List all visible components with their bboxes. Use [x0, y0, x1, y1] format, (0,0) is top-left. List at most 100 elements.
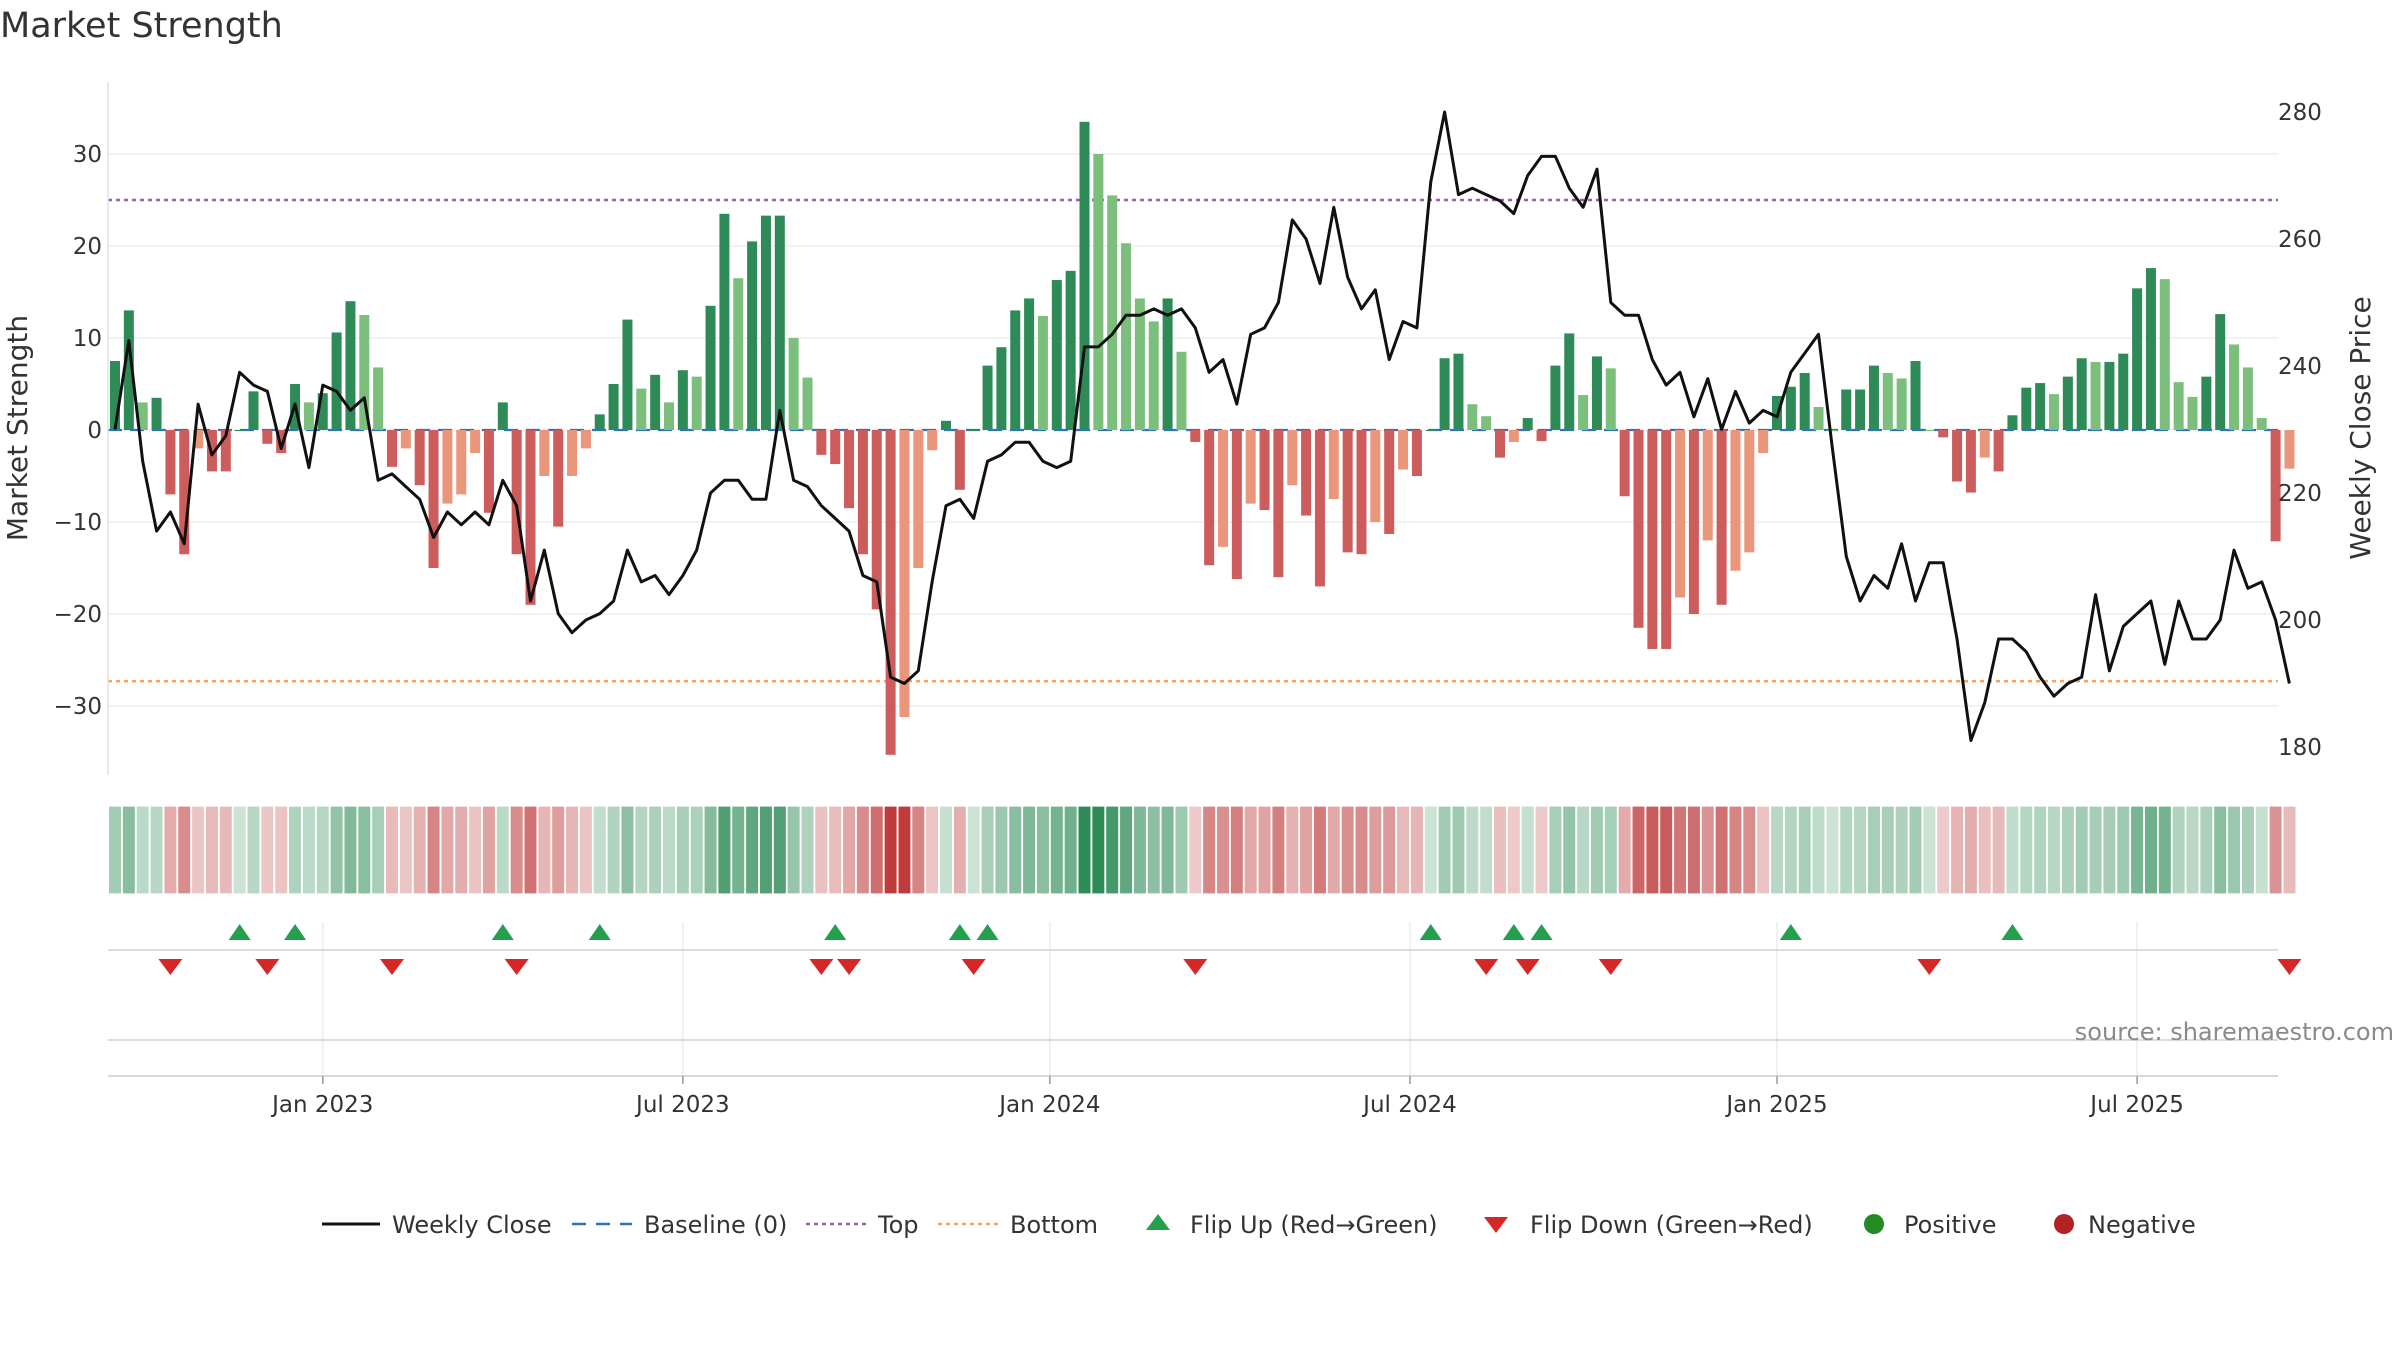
- strength-bar: [1938, 430, 1949, 438]
- heat-cell: [1104, 805, 1120, 895]
- flip-down-marker: [809, 959, 834, 975]
- strength-bar: [303, 402, 314, 430]
- strength-bar: [608, 384, 619, 430]
- heat-cell: [1548, 805, 1563, 895]
- y-right-axis-title: Weekly Close Price: [2344, 296, 2377, 559]
- flip-down-marker: [504, 959, 529, 975]
- strength-bar: [968, 430, 979, 431]
- legend-item: Bottom: [938, 1211, 1098, 1239]
- heat-cell: [1201, 805, 1217, 895]
- strength-bar: [567, 430, 578, 476]
- strength-bar: [1758, 430, 1769, 453]
- y-left-axis-title: Market Strength: [1, 315, 34, 541]
- strength-bar: [1065, 270, 1076, 430]
- heat-cell: [772, 805, 788, 895]
- legend-swatch-positive: [1864, 1214, 1884, 1234]
- strength-bar: [2104, 361, 2115, 430]
- heat-cell: [1091, 805, 1106, 895]
- strength-bar: [2062, 376, 2073, 430]
- strength-bar: [1024, 298, 1035, 430]
- strength-bar: [885, 430, 896, 755]
- strength-bar: [179, 430, 190, 555]
- legend-label: Top: [877, 1211, 919, 1239]
- legend-label: Negative: [2088, 1211, 2196, 1239]
- heat-cell: [1742, 805, 1757, 895]
- strength-bar: [442, 430, 453, 504]
- axes: 30 20 10 0 −10 −20 −30 280 260 240 220 200 180 Market…: [1, 82, 2377, 1118]
- strength-bar: [2242, 367, 2253, 430]
- strength-bar: [927, 430, 938, 451]
- y-right-tick-label: 220: [2278, 481, 2322, 507]
- strength-bar: [844, 430, 855, 509]
- strength-bar: [1661, 430, 1672, 649]
- heat-cell: [1257, 805, 1272, 895]
- strength-bar: [1827, 430, 1838, 431]
- close-price-line: [113, 110, 2291, 743]
- strength-bar: [511, 430, 522, 555]
- heat-cell: [1797, 805, 1812, 895]
- strength-bar: [2021, 387, 2032, 430]
- heat-cell: [107, 805, 123, 895]
- heat-cell: [1645, 805, 1660, 895]
- legend-swatch-flip-down: [1484, 1217, 1508, 1233]
- heat-cell: [1368, 805, 1383, 895]
- heat-cell: [744, 805, 760, 895]
- heat-cell: [897, 805, 912, 895]
- heat-cell: [301, 805, 317, 895]
- flip-up-marker: [228, 924, 251, 940]
- strength-bar: [580, 430, 591, 449]
- strength-bar: [760, 215, 771, 430]
- strength-bar: [1176, 351, 1187, 430]
- strength-bar: [1384, 430, 1395, 534]
- heat-cell: [2074, 805, 2089, 895]
- strength-bar: [525, 430, 536, 605]
- strength-bar: [1314, 430, 1325, 587]
- legend-item: Flip Up (Red→Green): [1146, 1211, 1438, 1239]
- heat-cell: [1935, 805, 1951, 895]
- heat-cell: [1478, 805, 1494, 895]
- heat-cell: [384, 805, 400, 895]
- heat-cell: [1381, 805, 1397, 895]
- strength-bar: [1481, 416, 1492, 430]
- strength-bar: [650, 374, 661, 430]
- chart-title: Market Strength: [0, 6, 283, 46]
- heat-cell: [2005, 805, 2020, 895]
- heat-cell: [1755, 805, 1771, 895]
- heat-cell: [1866, 805, 1882, 895]
- heat-cell: [1395, 805, 1411, 895]
- heat-cell: [1008, 805, 1023, 895]
- flip-down-marker: [1515, 959, 1540, 975]
- heat-cell: [1949, 805, 1965, 895]
- strength-bars: [110, 121, 2295, 755]
- strength-bar: [1952, 430, 1963, 482]
- strength-bar: [1301, 430, 1312, 516]
- heat-cell: [2143, 805, 2159, 895]
- heat-cell: [357, 805, 372, 895]
- strength-bar: [1993, 430, 2004, 472]
- heat-cell: [1991, 805, 2006, 895]
- heat-cell: [481, 805, 497, 895]
- heat-cell: [1562, 805, 1577, 895]
- strength-bar: [1259, 430, 1270, 511]
- strength-bar: [1799, 372, 1810, 430]
- heat-cell: [1686, 805, 1702, 895]
- strength-bar: [1688, 430, 1699, 614]
- strength-bar: [1702, 430, 1713, 541]
- heat-cell: [1423, 805, 1438, 895]
- strength-bar: [1550, 365, 1561, 430]
- heat-cell: [855, 805, 871, 895]
- strength-bar: [1675, 430, 1686, 598]
- heat-cell: [1326, 805, 1341, 895]
- heat-cell: [2185, 805, 2200, 895]
- heat-cell: [578, 805, 594, 895]
- heat-cell: [2171, 805, 2186, 895]
- legend-swatch-negative: [2054, 1214, 2074, 1234]
- strength-bar: [1328, 430, 1339, 499]
- heat-cell: [966, 805, 981, 895]
- strength-bar: [1716, 430, 1727, 605]
- strength-bar: [747, 241, 758, 430]
- heat-cell: [620, 805, 635, 895]
- strength-bar: [691, 376, 702, 430]
- heat-cell: [1118, 805, 1134, 895]
- strength-bar: [345, 301, 356, 430]
